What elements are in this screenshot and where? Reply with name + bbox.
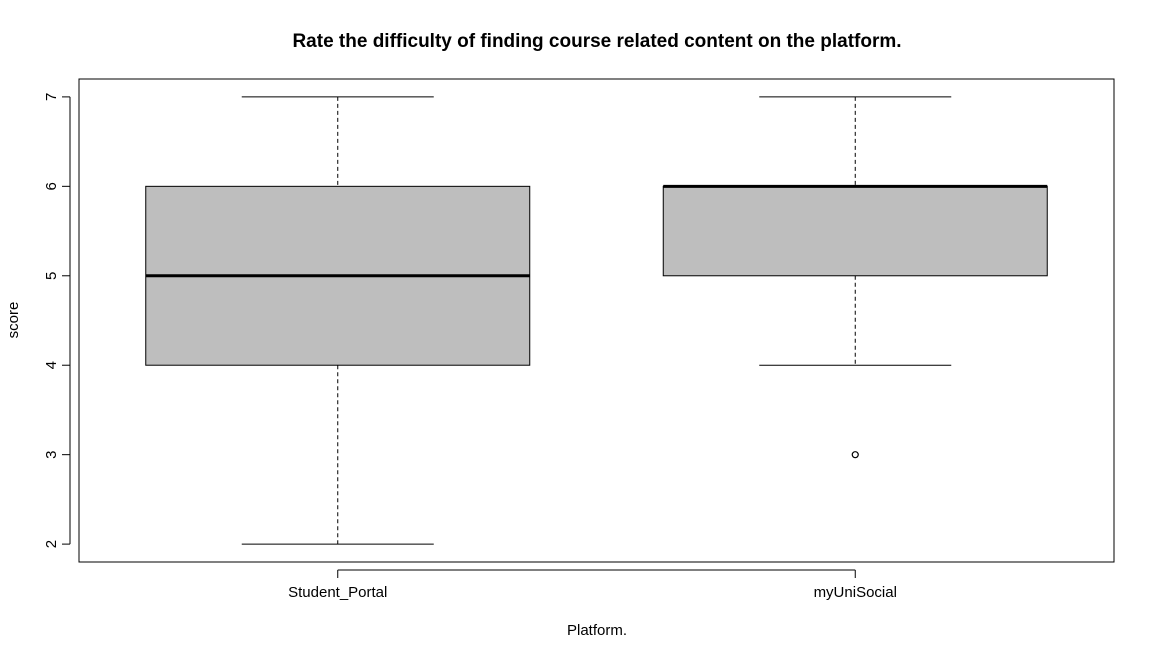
x-axis-label: Platform.: [567, 622, 627, 639]
plot-frame: [78, 78, 1115, 563]
boxes: [145, 96, 1048, 545]
y-tick-label: 5: [43, 272, 60, 280]
x-tick-label: myUniSocial: [814, 584, 897, 601]
y-tick-label: 7: [43, 93, 60, 101]
outlier-point: [851, 451, 859, 459]
y-tick-label: 4: [43, 361, 60, 369]
box-myUniSocial: [662, 96, 1048, 459]
y-axis-label: score: [5, 302, 22, 339]
box-iqr: [662, 185, 1048, 277]
y-tick-label: 6: [43, 182, 60, 190]
y-tick-label: 3: [43, 450, 60, 458]
x-axis: Student_Portal myUniSocial: [288, 569, 897, 601]
y-tick-label: 2: [43, 540, 60, 548]
chart-title: Rate the difficulty of finding course re…: [292, 31, 901, 52]
box-Student_Portal: [145, 96, 531, 545]
x-tick-label: Student_Portal: [288, 584, 387, 601]
y-axis: 2 3 4 5 6 7: [43, 93, 71, 548]
